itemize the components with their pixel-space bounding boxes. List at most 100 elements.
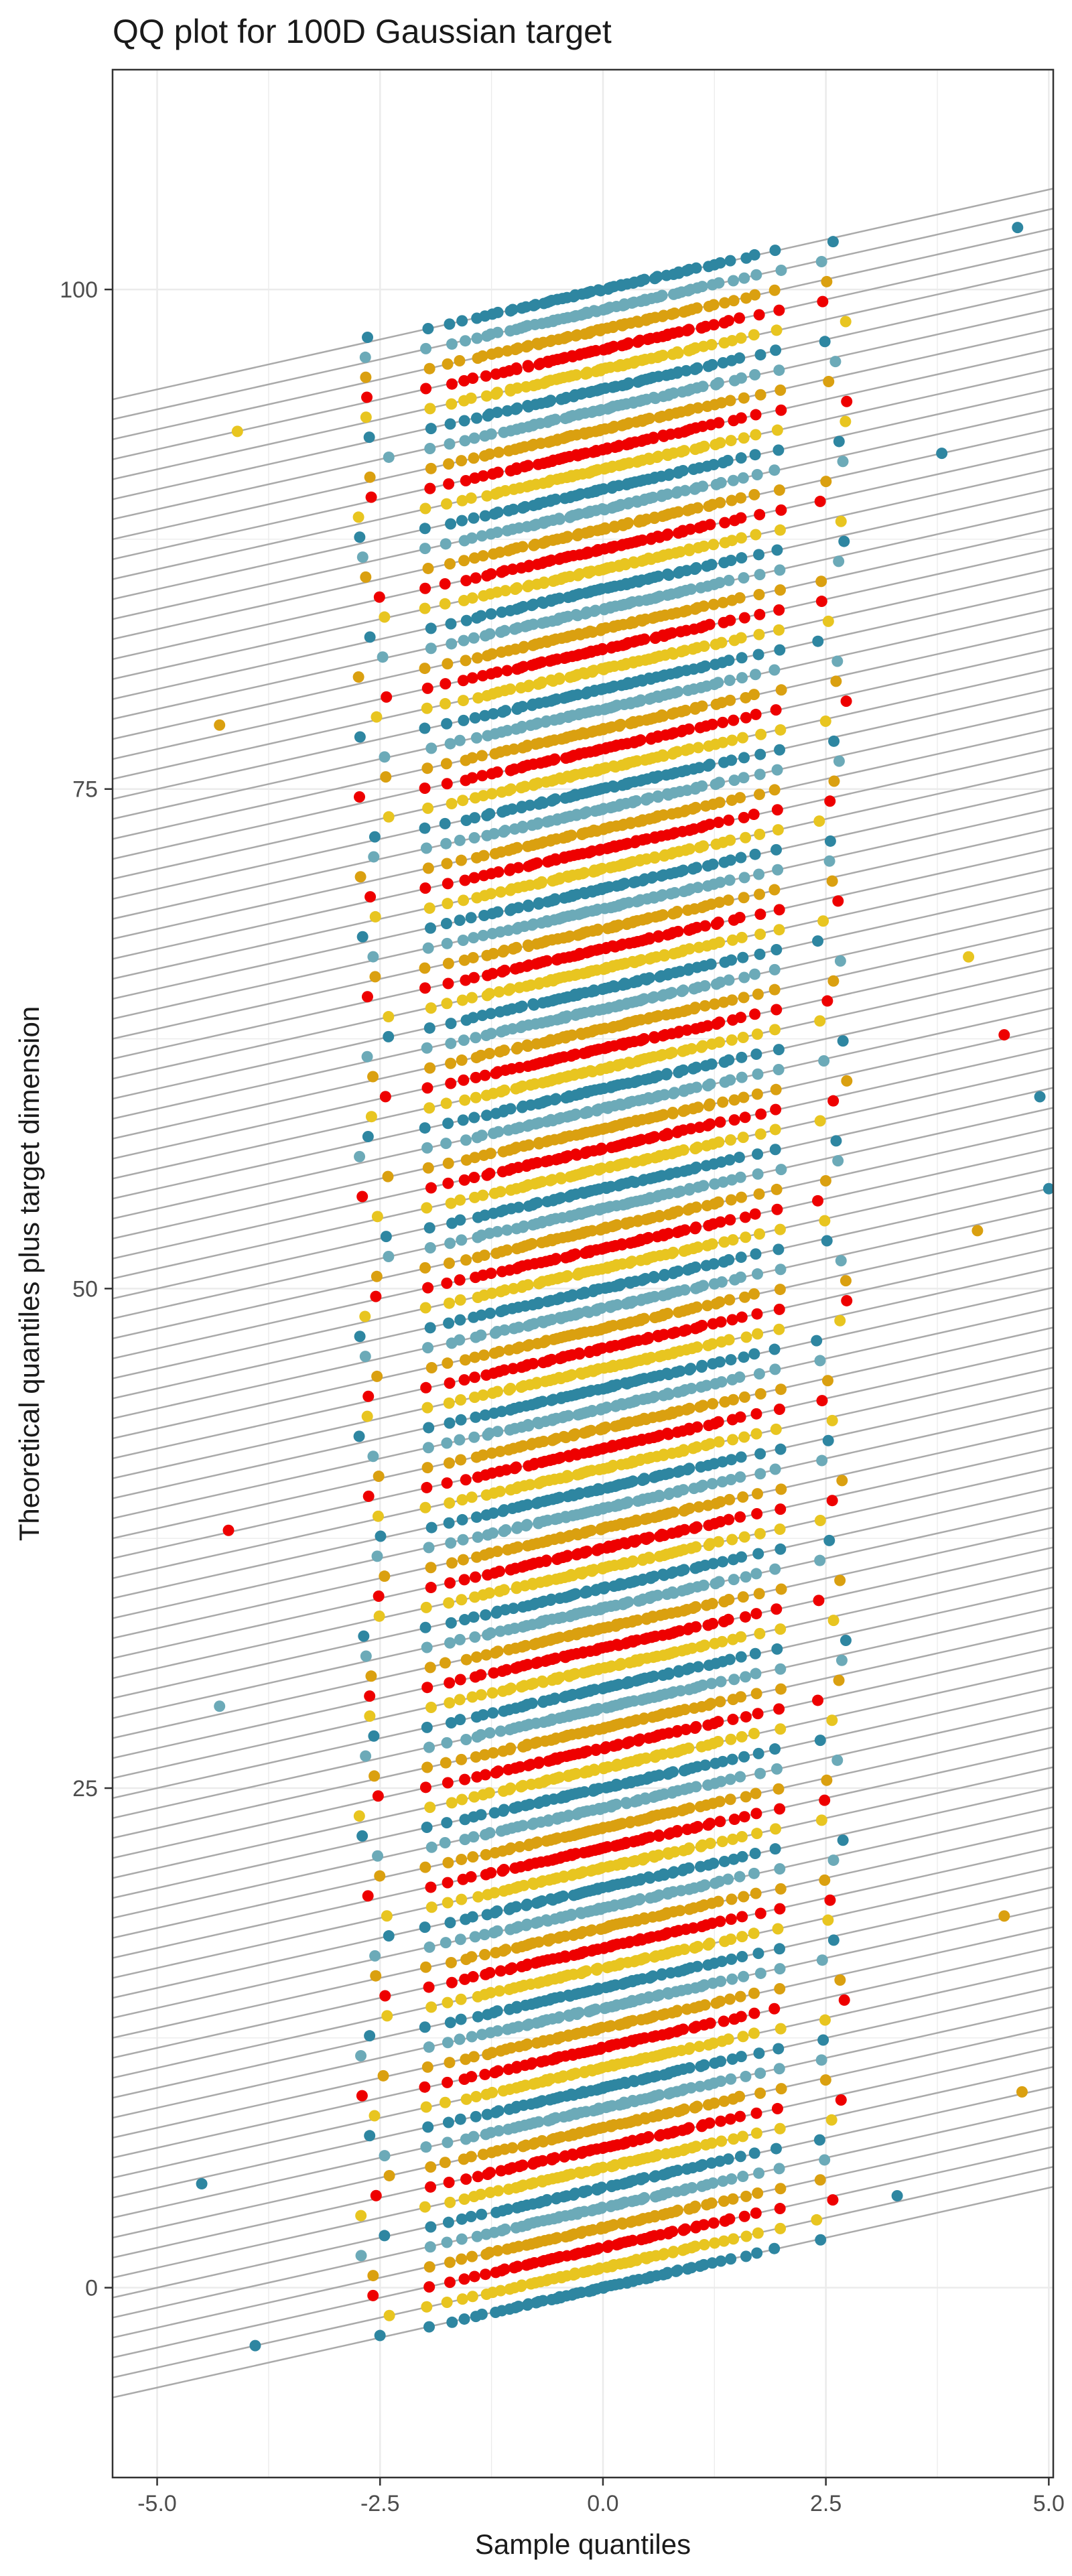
data-point bbox=[769, 1024, 781, 1035]
data-point bbox=[772, 2103, 783, 2114]
data-point bbox=[815, 2174, 826, 2185]
data-point bbox=[484, 808, 495, 819]
data-point bbox=[673, 1266, 684, 1277]
data-point bbox=[715, 2255, 726, 2266]
data-point bbox=[704, 1938, 716, 1949]
data-point bbox=[716, 2136, 727, 2147]
data-point bbox=[459, 1774, 470, 1785]
data-point bbox=[379, 1570, 390, 1582]
data-point bbox=[740, 712, 752, 724]
data-point bbox=[769, 1743, 781, 1755]
data-point bbox=[498, 1584, 510, 1595]
data-point bbox=[574, 2007, 585, 2019]
data-point bbox=[622, 1597, 634, 1608]
data-point bbox=[456, 855, 467, 866]
data-point bbox=[815, 2234, 826, 2246]
data-point bbox=[360, 1650, 372, 1662]
data-point bbox=[724, 1154, 736, 1166]
data-point bbox=[683, 2122, 695, 2134]
data-point bbox=[419, 882, 431, 894]
data-point bbox=[442, 1777, 454, 1789]
data-point bbox=[774, 1983, 785, 1994]
data-point bbox=[478, 1389, 489, 1401]
data-point bbox=[708, 859, 719, 870]
data-point bbox=[455, 1454, 466, 1465]
data-point bbox=[456, 2234, 468, 2245]
data-point bbox=[748, 1988, 760, 1999]
data-point bbox=[775, 1544, 786, 1555]
data-point bbox=[724, 1653, 736, 1665]
data-point bbox=[752, 1488, 763, 1499]
data-point bbox=[737, 952, 748, 963]
data-point bbox=[477, 1190, 488, 1201]
data-point bbox=[704, 2118, 716, 2129]
data-point bbox=[750, 849, 761, 860]
data-point bbox=[423, 1422, 434, 1433]
data-point bbox=[735, 1012, 746, 1023]
data-point bbox=[498, 1085, 510, 1096]
data-point bbox=[499, 2264, 511, 2275]
data-point bbox=[422, 2061, 433, 2073]
data-point bbox=[372, 1211, 383, 1222]
data-point bbox=[705, 1838, 716, 1849]
data-point bbox=[738, 1891, 749, 1902]
data-point bbox=[740, 2250, 752, 2262]
data-point bbox=[484, 1827, 496, 1838]
data-point bbox=[691, 1201, 702, 1213]
data-point bbox=[592, 924, 604, 935]
data-point bbox=[366, 1111, 377, 1122]
data-point bbox=[480, 1769, 491, 1781]
data-point bbox=[454, 914, 466, 926]
data-point bbox=[455, 1674, 466, 1686]
data-point bbox=[775, 1483, 787, 1495]
data-point bbox=[475, 2189, 486, 2200]
data-point bbox=[724, 1993, 736, 2005]
data-point bbox=[356, 1830, 368, 1842]
data-point bbox=[444, 1497, 455, 1509]
data-point bbox=[425, 742, 437, 754]
data-point bbox=[736, 1951, 748, 1962]
data-point bbox=[466, 772, 478, 784]
data-point bbox=[444, 2256, 456, 2268]
data-point bbox=[725, 1934, 736, 1945]
data-point bbox=[368, 851, 379, 862]
data-point bbox=[466, 2031, 478, 2043]
data-point bbox=[774, 2063, 785, 2074]
data-point bbox=[383, 811, 395, 823]
data-point bbox=[739, 872, 750, 883]
data-point bbox=[367, 2270, 379, 2281]
data-point bbox=[425, 1702, 437, 1713]
data-point bbox=[775, 1723, 786, 1735]
data-point bbox=[737, 1491, 748, 1503]
data-point bbox=[421, 2301, 432, 2313]
data-point bbox=[769, 984, 781, 996]
data-point bbox=[729, 1114, 740, 1126]
data-point bbox=[716, 1276, 728, 1288]
data-point bbox=[419, 1262, 431, 1274]
data-point bbox=[750, 1808, 762, 1819]
data-point bbox=[468, 932, 479, 943]
data-point bbox=[492, 1426, 503, 1437]
data-point bbox=[671, 906, 683, 917]
data-point bbox=[770, 1084, 782, 1095]
data-point bbox=[444, 2277, 456, 2288]
data-point bbox=[754, 749, 766, 760]
data-point bbox=[727, 1234, 738, 1245]
data-point bbox=[466, 1951, 477, 1962]
data-point bbox=[748, 1728, 760, 1739]
data-point bbox=[536, 797, 547, 808]
data-point bbox=[704, 758, 716, 770]
data-point bbox=[425, 1182, 437, 1194]
data-point bbox=[736, 1931, 748, 1942]
data-point bbox=[750, 1209, 761, 1220]
data-point bbox=[381, 2010, 393, 2021]
data-point bbox=[811, 2214, 822, 2226]
data-point bbox=[724, 1494, 735, 1505]
data-point bbox=[419, 1921, 431, 1933]
data-point bbox=[830, 1135, 842, 1146]
data-point bbox=[696, 781, 708, 792]
data-point bbox=[470, 1572, 481, 1583]
data-point bbox=[750, 1248, 761, 1260]
data-point bbox=[639, 1313, 650, 1325]
data-point bbox=[468, 2051, 480, 2062]
